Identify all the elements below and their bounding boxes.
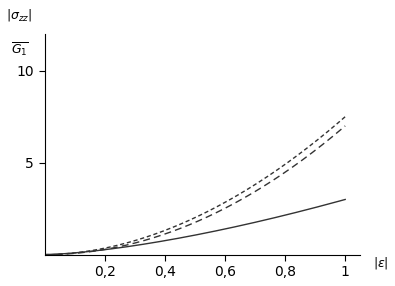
Text: $\overline{G_1}$: $\overline{G_1}$ xyxy=(11,41,28,58)
Text: $|\sigma_{zz}|$: $|\sigma_{zz}|$ xyxy=(6,7,32,23)
Text: $|\varepsilon|$: $|\varepsilon|$ xyxy=(373,255,388,271)
